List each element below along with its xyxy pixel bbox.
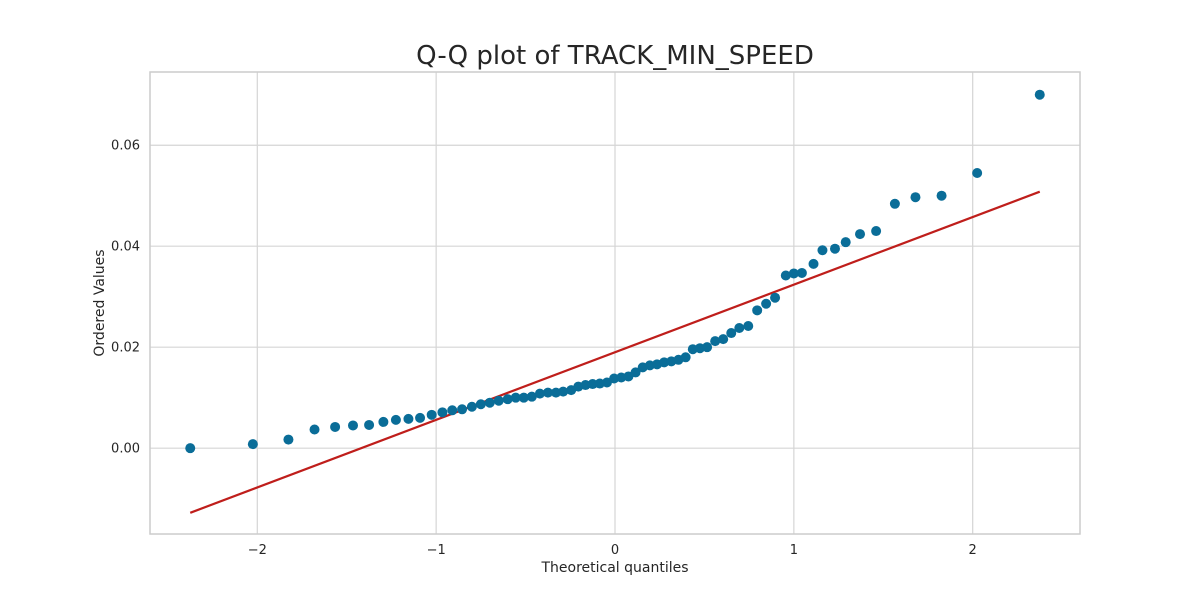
data-point [415, 412, 426, 423]
data-point [493, 395, 504, 406]
data-point [788, 268, 799, 279]
data-point [889, 198, 900, 209]
y-tick-label: 0.02 [111, 341, 140, 356]
data-point [1034, 89, 1045, 100]
data-point [972, 167, 983, 178]
data-point [726, 328, 737, 339]
data-point [518, 392, 529, 403]
data-point [390, 414, 401, 425]
data-point [466, 401, 477, 412]
data-point [855, 229, 866, 240]
data-point [770, 292, 781, 303]
data-point [718, 334, 729, 345]
x-axis-ticks: −2 −1 0 1 2 [248, 543, 977, 558]
reference-line [189, 190, 1041, 514]
data-point [526, 391, 537, 402]
data-point [484, 397, 495, 408]
data-point [364, 419, 375, 430]
x-tick-label: −2 [248, 543, 267, 558]
reference-line-layer [189, 190, 1041, 514]
data-point [630, 367, 641, 378]
data-point [702, 342, 713, 353]
data-point [502, 394, 513, 405]
data-point [542, 387, 553, 398]
data-point [840, 237, 851, 248]
data-point [534, 388, 545, 399]
data-point [283, 434, 294, 445]
data-point [403, 413, 414, 424]
data-point [752, 305, 763, 316]
data-point [710, 336, 721, 347]
data-point [587, 379, 598, 390]
data-point [347, 420, 358, 431]
data-point [447, 405, 458, 416]
x-tick-label: 1 [790, 543, 798, 558]
data-point [910, 192, 921, 203]
y-tick-label: 0.00 [111, 442, 140, 457]
data-point [247, 439, 258, 450]
data-point [378, 416, 389, 427]
data-point [437, 407, 448, 418]
y-axis-label: Ordered Values [92, 249, 108, 356]
data-points-layer [185, 89, 1045, 454]
y-axis-ticks: 0.00 0.02 0.04 0.06 [111, 139, 140, 457]
data-point [761, 298, 772, 309]
data-point [808, 258, 819, 269]
data-point [475, 399, 486, 410]
data-point [457, 404, 468, 415]
x-tick-label: 2 [969, 543, 977, 558]
data-point [734, 322, 745, 333]
data-point [558, 386, 569, 397]
data-point [743, 320, 754, 331]
x-tick-label: 0 [611, 543, 619, 558]
data-point [510, 392, 521, 403]
data-point [817, 245, 828, 256]
data-point [796, 267, 807, 278]
chart-title: Q-Q plot of TRACK_MIN_SPEED [416, 41, 814, 71]
data-point [185, 443, 196, 454]
grid [150, 72, 1080, 534]
data-point [780, 270, 791, 281]
plot-area-frame [149, 71, 1081, 535]
data-point [680, 352, 691, 363]
y-tick-label: 0.04 [111, 240, 140, 255]
data-point [829, 243, 840, 254]
x-axis-label: Theoretical quantiles [540, 560, 688, 576]
y-tick-label: 0.06 [111, 139, 140, 154]
data-point [936, 190, 947, 201]
x-tick-label: −1 [427, 543, 446, 558]
data-point [330, 421, 341, 432]
data-point [871, 226, 882, 237]
data-point [426, 409, 437, 420]
data-point [309, 424, 320, 435]
